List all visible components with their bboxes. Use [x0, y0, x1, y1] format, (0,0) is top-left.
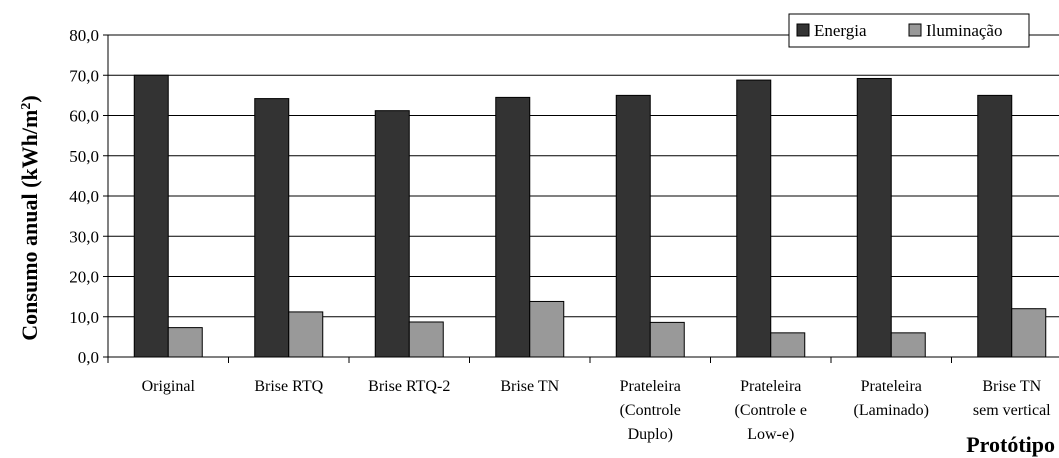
- legend-label: Energia: [814, 21, 867, 40]
- x-category-label: Brise TN: [500, 378, 559, 395]
- x-category-label: Prateleira: [740, 378, 801, 395]
- y-tick-label: 10,0: [69, 308, 99, 327]
- legend-swatch: [796, 23, 810, 37]
- gridlines: [108, 34, 1059, 318]
- bars: [133, 74, 1047, 358]
- bar-energia: [133, 74, 169, 358]
- bar-iluminacao: [770, 332, 806, 358]
- bar-energia: [615, 94, 651, 358]
- bar-energia: [374, 110, 410, 358]
- y-tick-label: 0,0: [78, 348, 99, 367]
- y-tick-labels: 0,0 10,0 20,0 30,0 40,0 50,0 60,0 70,0 80,0: [69, 26, 99, 367]
- y-tick-label: 70,0: [69, 66, 99, 85]
- x-category-label: Brise RTQ-2: [368, 378, 450, 395]
- x-axis-title: Protótipo: [966, 432, 1055, 457]
- y-tick-label: 20,0: [69, 268, 99, 287]
- bar-iluminacao: [649, 321, 685, 358]
- y-tick-label: 60,0: [69, 107, 99, 126]
- bar-iluminacao: [288, 311, 324, 358]
- legend-swatch: [908, 23, 922, 37]
- x-category-label: Brise TN: [982, 378, 1041, 395]
- x-category-label: Brise RTQ: [254, 378, 323, 395]
- y-axis-title: Consumo anual (kWh/m2): [17, 95, 42, 340]
- x-category-labels: Original Brise RTQ Brise RTQ-2 Brise TN Prat…: [142, 378, 1052, 443]
- x-category-label: (Controle e: [735, 402, 807, 419]
- x-category-label: Original: [142, 378, 196, 395]
- bar-energia: [736, 79, 772, 358]
- y-tick-label: 50,0: [69, 147, 99, 166]
- bar-iluminacao: [408, 321, 444, 358]
- x-category-label: Prateleira: [861, 378, 922, 395]
- bar-iluminacao: [529, 300, 565, 358]
- y-tick-label: 30,0: [69, 227, 99, 246]
- x-category-label: (Laminado): [853, 402, 929, 419]
- x-category-label: Duplo): [628, 426, 673, 443]
- bar-energia: [856, 77, 892, 358]
- x-category-label: (Controle: [620, 402, 681, 419]
- y-tick-label: 80,0: [69, 26, 99, 45]
- legend: Energia Iluminação: [788, 13, 1030, 48]
- y-tick-label: 40,0: [69, 187, 99, 206]
- bar-energia: [254, 98, 290, 358]
- bar-iluminacao: [1011, 308, 1047, 358]
- x-category-label: Low-e): [747, 426, 794, 443]
- x-category-label: sem vertical: [973, 402, 1051, 419]
- bar-iluminacao: [890, 332, 926, 358]
- bar-energia: [977, 94, 1013, 358]
- bar-energia: [495, 96, 531, 358]
- legend-label: Iluminação: [926, 21, 1002, 40]
- bar-iluminacao: [167, 327, 203, 358]
- x-category-label: Prateleira: [620, 378, 681, 395]
- axes: [103, 34, 1059, 363]
